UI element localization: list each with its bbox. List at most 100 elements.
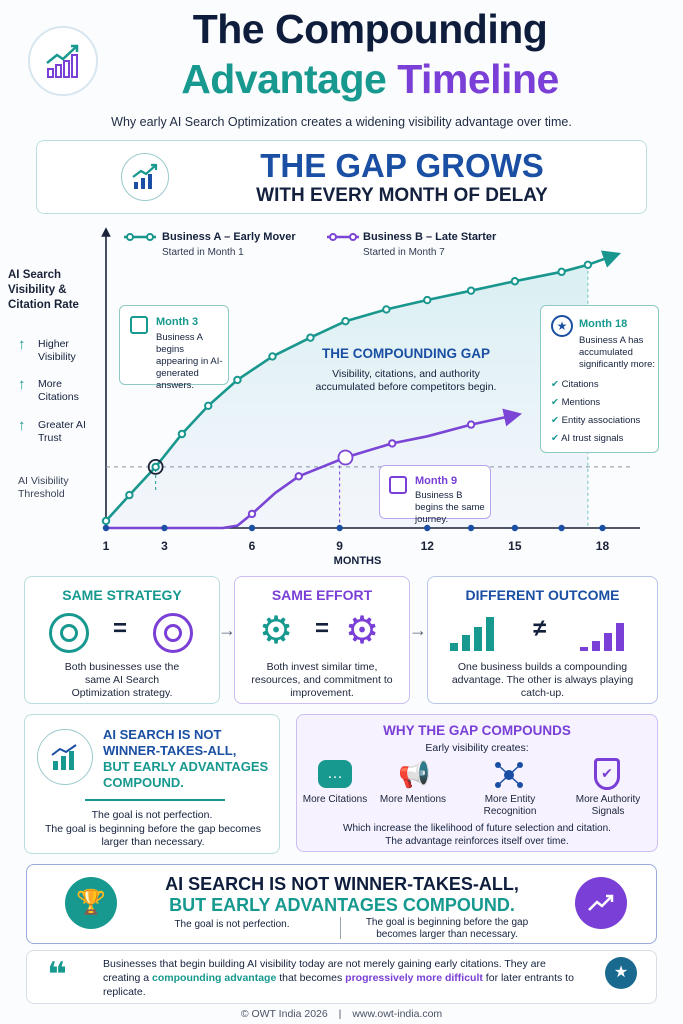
- threshold-label: AI Visibility Threshold: [18, 475, 69, 500]
- footer-link[interactable]: www.owt-india.com: [352, 1008, 443, 1020]
- month18-item: ✔ AI trust signals: [551, 433, 624, 444]
- card-different-outcome: DIFFERENT OUTCOME ≠ One business builds …: [427, 576, 658, 704]
- page-subtitle: Why early AI Search Optimization creates…: [111, 115, 572, 129]
- month18-item: ✔ Citations: [551, 379, 599, 390]
- x-tick-mark: [102, 524, 110, 532]
- gear-icon: ⚙: [345, 610, 380, 652]
- quote-box: ❝ Businesses that begin building AI visi…: [26, 950, 657, 1004]
- series-line-b: [106, 408, 523, 530]
- x-tick-mark: [511, 524, 519, 532]
- trend-up-icon: [575, 877, 627, 929]
- point-a: [341, 317, 350, 326]
- point-a: [233, 375, 242, 385]
- point-a: [510, 277, 520, 286]
- target-icon: [49, 613, 89, 653]
- x-minor-tick: [558, 524, 565, 532]
- quote-icon: ❝: [47, 956, 67, 994]
- x-tick-mark: [599, 524, 606, 532]
- gear-icon: ⚙: [259, 610, 294, 652]
- point-a: [125, 490, 134, 500]
- rising-bars-icon: [450, 617, 494, 651]
- not-wta-line2: WINNER-TAKES-ALL,: [103, 743, 237, 758]
- card-text: Both invest similar time, resources, and…: [251, 661, 393, 699]
- growth-chart-icon: [37, 729, 93, 785]
- legend-sublabel-b: Started in Month 7: [363, 247, 445, 258]
- conclusion-banner: 🏆 AI SEARCH IS NOT WINNER-TAKES-ALL, BUT…: [26, 864, 657, 944]
- point-b: [466, 420, 476, 429]
- not-wta-line1: AI SEARCH IS NOT: [103, 727, 222, 742]
- legend-line-b: [327, 233, 359, 241]
- timeline-chart: 1 3 6 9 12 15 18: [101, 227, 640, 553]
- callout-month18-title: Month 18: [579, 318, 628, 330]
- x-tick-label: 9: [336, 539, 343, 553]
- not-wta-card: AI SEARCH IS NOT WINNER-TAKES-ALL, BUT E…: [24, 714, 280, 854]
- why-intro: Early visibility creates:: [425, 742, 529, 754]
- rising-chart-icon: [121, 153, 169, 201]
- point-b: [388, 439, 397, 448]
- point-a: [268, 352, 277, 361]
- gap-area: [106, 264, 588, 528]
- why-outro2: The advantage reinforces itself over tim…: [385, 836, 569, 847]
- point-a: [466, 286, 476, 295]
- card-title: SAME STRATEGY: [62, 587, 182, 603]
- trophy-icon: 🏆: [65, 877, 117, 929]
- equals-icon: =: [315, 615, 330, 642]
- card-title: DIFFERENT OUTCOME: [465, 587, 620, 603]
- point-b: [247, 509, 257, 519]
- divider: [85, 799, 225, 801]
- network-icon: [494, 760, 524, 790]
- point-a: [557, 267, 566, 277]
- why-gap-card: WHY THE GAP COMPOUNDS Early visibility c…: [296, 714, 658, 852]
- gap-subline: WITH EVERY MONTH OF DELAY: [256, 185, 548, 206]
- callout-month9-text: Business B begins the same journey.: [415, 490, 485, 525]
- series-line-a: [105, 250, 622, 522]
- gap-headline: THE GAP GROWS: [260, 147, 544, 184]
- x-tick-mark: [161, 524, 168, 532]
- calendar-icon: [389, 476, 407, 494]
- x-tick-label: 18: [596, 539, 610, 553]
- callout-month3-title: Month 3: [156, 316, 199, 328]
- footer-copyright: © OWT India 2026: [240, 1008, 328, 1020]
- gap-grows-box: THE GAP GROWS WITH EVERY MONTH OF DELAY: [36, 140, 647, 214]
- banner-left-text: The goal is not perfection.: [174, 919, 290, 930]
- card-text: One business builds a compounding advant…: [451, 661, 634, 699]
- card-title: SAME EFFORT: [271, 587, 373, 603]
- point-a: [101, 516, 111, 526]
- point-a: [423, 295, 432, 305]
- x-tick-label: 15: [508, 539, 522, 553]
- why-item-authority: More Authority Signals: [575, 794, 641, 817]
- point-b: [294, 472, 303, 481]
- x-axis-label: MONTHS: [333, 555, 382, 567]
- y-axis-label: AI Search Visibility & Citation Rate: [8, 269, 79, 311]
- point-a: [583, 260, 593, 269]
- compounding-gap-text: Visibility, citations, and authority acc…: [315, 368, 497, 393]
- month18-item: ✔ Mentions: [551, 397, 601, 408]
- month9-marker: [337, 449, 354, 466]
- callout-month18: ★ Month 18 Business A has accumulated si…: [540, 305, 659, 453]
- callout-month9-title: Month 9: [415, 475, 458, 487]
- x-tick-label: 3: [161, 539, 168, 553]
- why-outro1: Which increase the likelihood of future …: [343, 823, 611, 834]
- point-a: [151, 462, 160, 472]
- callout-month9: Month 9 Business B begins the same journ…: [379, 465, 491, 525]
- callout-month3: Month 3 Business A begins appearing in A…: [119, 305, 229, 391]
- award-ribbon-icon: ★: [605, 957, 637, 989]
- legend-sublabel-a: Started in Month 1: [162, 247, 244, 258]
- calendar-icon: [130, 316, 148, 334]
- callout-month18-text: Business A has accumulated significantly…: [579, 335, 656, 370]
- arrow-right-icon: →: [409, 620, 427, 640]
- equals-icon: =: [113, 615, 128, 642]
- legend-label-b: Business B – Late Starter: [363, 231, 497, 243]
- not-equal-icon: ≠: [533, 615, 547, 642]
- title-word-timeline: Timeline: [397, 56, 559, 102]
- x-tick-mark: [424, 524, 431, 532]
- x-tick-mark: [248, 524, 256, 532]
- card-text: Both businesses use the same AI Search O…: [64, 661, 180, 699]
- page-title-line2: Advantage Timeline: [110, 56, 630, 103]
- point-a: [204, 401, 213, 411]
- page-title-line1: The Compounding: [192, 6, 548, 52]
- legend-label-a: Business A – Early Mover: [162, 231, 296, 243]
- growth-chart-icon: [28, 26, 98, 96]
- megaphone-icon: 📢: [398, 759, 431, 789]
- quote-text: Businesses that begin building AI visibi…: [103, 958, 574, 998]
